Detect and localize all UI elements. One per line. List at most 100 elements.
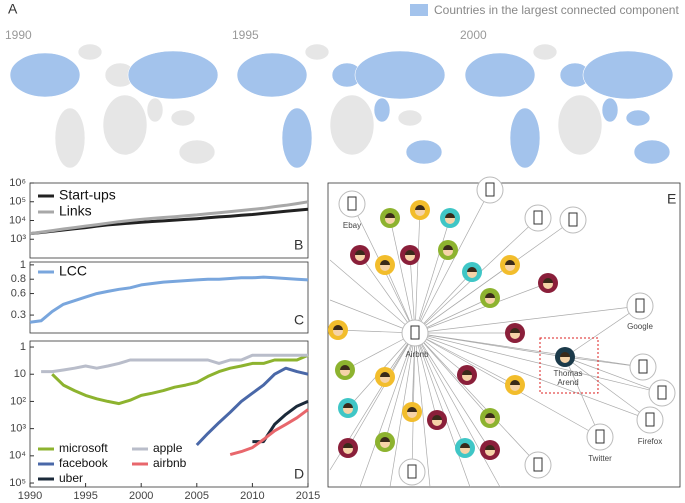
landmass bbox=[236, 52, 308, 98]
map-year: 1990 bbox=[5, 28, 32, 42]
person-hair bbox=[333, 325, 343, 330]
building-icon bbox=[635, 298, 645, 313]
edge bbox=[414, 297, 491, 334]
legend-label: airbnb bbox=[153, 456, 187, 470]
legend-label: microsoft bbox=[59, 441, 108, 455]
person-hair bbox=[385, 213, 395, 218]
series-line bbox=[29, 200, 309, 236]
company-node bbox=[476, 176, 504, 204]
building-icon bbox=[410, 325, 420, 340]
landmass bbox=[532, 43, 558, 61]
landmass bbox=[464, 52, 536, 98]
building-icon bbox=[347, 196, 357, 211]
edge bbox=[329, 299, 416, 334]
panel-frame bbox=[29, 340, 309, 488]
edge bbox=[414, 332, 471, 488]
legend-label: Links bbox=[59, 203, 92, 219]
company-node bbox=[648, 379, 676, 407]
map-year: 1995 bbox=[232, 28, 259, 42]
building-icon bbox=[533, 210, 543, 225]
edge bbox=[414, 332, 491, 419]
landmass bbox=[354, 50, 446, 100]
company-node bbox=[398, 458, 426, 486]
person-hair bbox=[343, 443, 353, 448]
x-tick-label: 1995 bbox=[73, 490, 97, 502]
edge bbox=[414, 332, 438, 421]
node-label: Firefox bbox=[638, 437, 662, 446]
y-tick-label: 10⁴ bbox=[9, 214, 26, 226]
person-hair bbox=[405, 250, 415, 255]
y-tick-label: 0.3 bbox=[11, 309, 26, 321]
landmass bbox=[373, 97, 391, 123]
legend-label: apple bbox=[153, 441, 183, 455]
building-icon bbox=[533, 457, 543, 472]
person-hair bbox=[485, 293, 495, 298]
x-tick-label: 1990 bbox=[18, 490, 42, 502]
network-frame bbox=[327, 182, 681, 488]
x-tick-label: 2000 bbox=[129, 490, 153, 502]
edge bbox=[414, 282, 549, 334]
legend-swatch bbox=[410, 4, 428, 16]
company-node bbox=[626, 292, 654, 320]
company-node bbox=[629, 353, 657, 381]
company-node bbox=[559, 206, 587, 234]
person-hair bbox=[415, 205, 425, 210]
y-tick-label: 1 bbox=[20, 259, 26, 271]
series-line bbox=[41, 353, 308, 374]
person-hair bbox=[560, 352, 570, 357]
landmass bbox=[557, 94, 603, 156]
landmass bbox=[77, 43, 103, 61]
edge bbox=[414, 305, 641, 334]
person-hair bbox=[467, 267, 477, 272]
panel-letter: C bbox=[294, 312, 304, 328]
person-hair bbox=[343, 403, 353, 408]
edge bbox=[384, 332, 416, 443]
landmass bbox=[509, 107, 541, 169]
landmass bbox=[304, 43, 330, 61]
person-hair bbox=[355, 250, 365, 255]
building-icon bbox=[638, 359, 648, 374]
edge bbox=[414, 332, 539, 466]
edge bbox=[414, 219, 574, 334]
legend-label: LCC bbox=[59, 263, 87, 279]
panel-letter: B bbox=[294, 237, 303, 253]
x-tick-label: 2005 bbox=[185, 490, 209, 502]
series-line bbox=[195, 366, 309, 447]
edge bbox=[414, 332, 431, 488]
company-node bbox=[524, 204, 552, 232]
panel-letter: E bbox=[667, 191, 676, 207]
edge bbox=[329, 259, 416, 334]
edge bbox=[414, 271, 473, 334]
y-tick-label: 0.8 bbox=[11, 273, 26, 285]
y-tick-label: 10⁵ bbox=[9, 477, 26, 489]
edge bbox=[564, 356, 601, 438]
company-node bbox=[338, 190, 366, 218]
highlight-box bbox=[539, 337, 599, 394]
panel-letter: D bbox=[294, 466, 304, 482]
edge bbox=[414, 332, 663, 394]
edge bbox=[414, 189, 491, 334]
landmass bbox=[625, 109, 651, 127]
y-tick-label: 10² bbox=[10, 395, 26, 407]
edge bbox=[414, 332, 466, 449]
company-node bbox=[586, 423, 614, 451]
person-hair bbox=[380, 372, 390, 377]
edge bbox=[414, 332, 644, 368]
edge bbox=[414, 332, 491, 451]
y-tick-label: 10 bbox=[14, 368, 26, 380]
series-line bbox=[252, 400, 309, 444]
x-tick-label: 2010 bbox=[240, 490, 264, 502]
person-hair bbox=[445, 213, 455, 218]
edge bbox=[414, 249, 449, 334]
person-hair bbox=[340, 365, 350, 370]
map-year: 2000 bbox=[460, 28, 487, 42]
series-line bbox=[51, 353, 309, 406]
landmass bbox=[54, 107, 86, 169]
building-icon bbox=[645, 412, 655, 427]
x-tick-label: 2015 bbox=[296, 490, 320, 502]
network: Ebay Airbnb Google Twitter Firefox Thomas Aren… bbox=[328, 176, 676, 488]
series-line bbox=[29, 275, 309, 324]
edge bbox=[564, 305, 641, 358]
